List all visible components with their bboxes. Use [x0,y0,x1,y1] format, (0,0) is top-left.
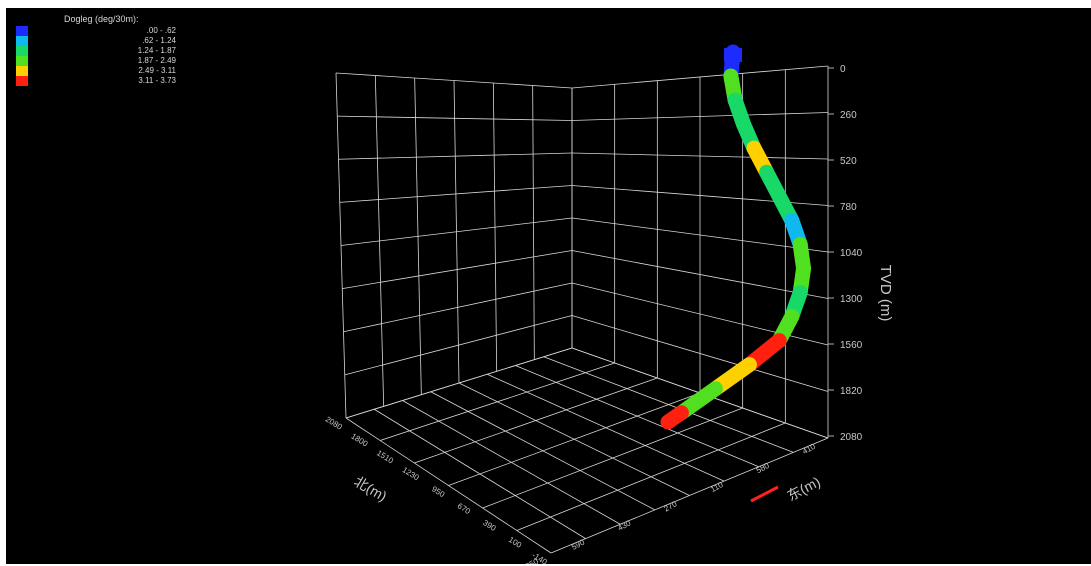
grid-line [571,315,829,392]
legend-swatch [16,46,28,56]
z-axis-title: TVD (m) [877,265,894,322]
plot-area: 0 260 520 780 1040 1300 1560 1820 2080 -140 100 390… [6,8,1091,564]
grid-line [335,72,573,89]
legend-swatch [16,56,28,66]
y-tick-label: 1800 [349,432,369,449]
z-tick-label: 0 [840,64,846,75]
grid-line [342,250,573,290]
well-segment [660,405,689,430]
y-tick-label: 950 [430,484,447,499]
grid-line [430,391,656,511]
legend-item: .62 - 1.24 [16,36,176,48]
legend-label: .62 - 1.24 [142,36,176,45]
x-tick-label: 1250 [520,557,540,564]
legend-swatch [16,36,28,46]
legend-label: 2.49 - 3.11 [138,66,176,75]
grid-line [338,152,573,160]
grid-line [344,315,573,376]
grid-line [487,373,725,482]
legend-item: 2.49 - 3.11 [16,66,176,78]
grid-line [571,65,829,89]
y-tick-label: 670 [456,501,473,516]
z-tick-label: 260 [840,110,857,121]
grid-layer [335,65,829,554]
legend-label: 3.11 - 3.73 [138,76,176,85]
z-tick-label: 780 [840,202,857,213]
y-tick-label: 100 [507,535,524,550]
legend-title: Dogleg (deg/30m): [64,14,139,24]
legend-label: .00 - .62 [146,26,176,35]
grid-line [458,382,690,496]
x-axis-marker [750,485,779,503]
tick-labels: 026052078010401300156018202080-140100390… [324,64,863,564]
grid-line [340,217,573,246]
grid-line [571,217,829,253]
well-head [724,48,742,62]
z-tick-label: 1820 [840,386,863,397]
legend-swatch [16,76,28,86]
grid-line [339,185,573,203]
grid-line [337,115,573,121]
legend-item: 1.87 - 2.49 [16,56,176,68]
z-tick-label: 520 [840,156,857,167]
grid-line [543,356,794,453]
y-axis-title: 北(m) [351,473,389,504]
x-axis-title: 东(m) [784,473,822,504]
legend-swatch [16,26,28,36]
grid-line [571,152,829,160]
y-tick-label: 1510 [375,448,395,465]
z-tick-label: 1560 [840,340,863,351]
legend-item: .00 - .62 [16,26,176,38]
legend-item: 1.24 - 1.87 [16,46,176,58]
grid-line [345,417,552,554]
grid-line [374,408,586,539]
grid-line [343,282,573,333]
grid-line [571,112,829,121]
well-path [660,44,812,430]
chart-3d-trajectory: 026052078010401300156018202080-140100390… [324,44,894,564]
z-tick-label: 2080 [840,432,863,443]
z-tick-label: 1300 [840,294,863,305]
grid-line [515,365,759,468]
grid-line [402,400,621,525]
legend-label: 1.24 - 1.87 [137,46,176,55]
y-tick-label: 1230 [401,465,421,482]
legend-item: 3.11 - 3.73 [16,76,176,88]
grid-line [571,250,829,299]
z-tick-label: 1040 [840,248,863,259]
legend-label: 1.87 - 2.49 [137,56,176,65]
y-tick-label: 390 [481,518,498,533]
y-tick-label: 2080 [324,415,344,432]
legend-swatch [16,66,28,76]
